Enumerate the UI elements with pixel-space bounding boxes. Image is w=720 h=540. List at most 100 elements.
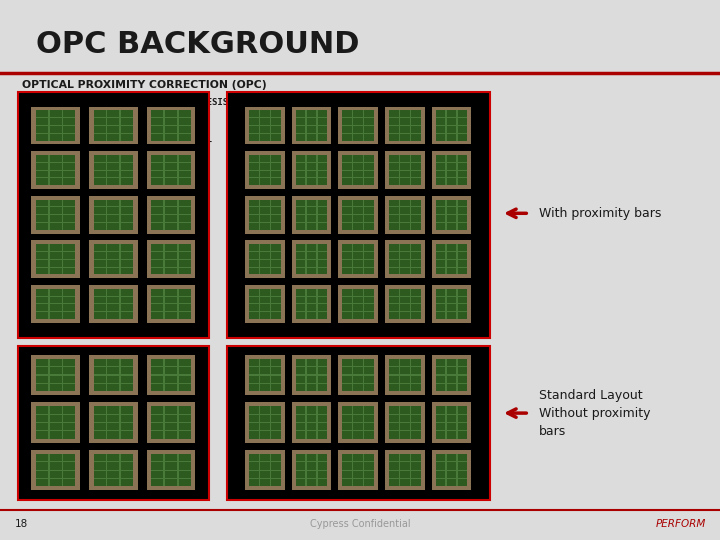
Bar — [271, 423, 281, 430]
Bar — [179, 223, 191, 230]
Bar — [338, 402, 378, 443]
Bar — [307, 312, 316, 319]
Bar — [354, 375, 363, 383]
Bar — [307, 375, 316, 383]
Bar — [271, 268, 281, 274]
Bar — [364, 375, 374, 383]
Bar — [354, 155, 363, 161]
Bar — [94, 118, 106, 125]
Bar — [50, 223, 62, 230]
Bar — [389, 367, 399, 374]
Bar — [389, 207, 399, 214]
Bar — [179, 260, 191, 267]
Text: OPTICAL PROXIMITY CORRECTION (OPC): OPTICAL PROXIMITY CORRECTION (OPC) — [22, 80, 266, 90]
Bar — [411, 305, 420, 311]
Bar — [63, 462, 76, 470]
Bar — [94, 454, 106, 461]
Bar — [271, 471, 281, 478]
Bar — [343, 359, 352, 366]
Bar — [364, 305, 374, 311]
Bar — [36, 163, 48, 170]
Bar — [364, 171, 374, 177]
Bar — [436, 199, 467, 230]
Bar — [246, 355, 284, 395]
Bar — [318, 134, 328, 140]
Bar — [121, 207, 133, 214]
Bar — [296, 118, 305, 125]
Bar — [296, 171, 305, 177]
Bar — [343, 199, 374, 230]
Bar — [179, 431, 191, 438]
Bar — [389, 296, 399, 303]
Bar — [389, 155, 399, 161]
Bar — [411, 215, 420, 222]
Bar — [151, 244, 163, 251]
Bar — [411, 155, 420, 161]
Bar — [165, 260, 177, 267]
Bar — [165, 423, 177, 430]
Bar — [151, 454, 163, 461]
Bar — [107, 126, 120, 133]
Bar — [389, 407, 399, 414]
Bar — [36, 415, 48, 422]
Bar — [296, 223, 305, 230]
Bar — [318, 268, 328, 274]
Bar — [400, 178, 410, 185]
Bar — [458, 110, 467, 117]
Bar — [343, 305, 352, 311]
Bar — [260, 110, 270, 117]
Bar — [446, 305, 456, 311]
Bar — [63, 289, 76, 295]
Bar — [389, 289, 399, 295]
Bar — [260, 215, 270, 222]
Bar — [354, 223, 363, 230]
Bar — [318, 462, 328, 470]
Bar — [296, 454, 305, 461]
Bar — [249, 171, 258, 177]
Bar — [411, 178, 420, 185]
Bar — [107, 215, 120, 222]
Bar — [94, 375, 106, 383]
Bar — [249, 289, 258, 295]
Bar — [271, 207, 281, 214]
Bar — [318, 118, 328, 125]
Bar — [338, 450, 378, 490]
Bar — [63, 431, 76, 438]
Bar — [432, 402, 471, 443]
Bar — [354, 462, 363, 470]
Bar — [271, 384, 281, 391]
Bar — [179, 215, 191, 222]
Bar — [354, 244, 363, 251]
Bar — [354, 471, 363, 478]
Bar — [385, 450, 425, 490]
Bar — [354, 215, 363, 222]
Bar — [165, 252, 177, 259]
Bar — [94, 252, 106, 259]
Bar — [389, 118, 399, 125]
Bar — [151, 252, 163, 259]
Bar — [411, 118, 420, 125]
Bar — [364, 199, 374, 206]
Bar — [436, 207, 445, 214]
Bar — [246, 402, 284, 443]
Bar — [147, 106, 195, 144]
Bar — [458, 252, 467, 259]
Bar — [411, 375, 420, 383]
Bar — [307, 223, 316, 230]
Bar — [36, 289, 48, 295]
Text: OPC BACKGROUND: OPC BACKGROUND — [36, 30, 359, 59]
Bar — [260, 260, 270, 267]
Bar — [307, 207, 316, 214]
Bar — [296, 244, 328, 274]
Bar — [249, 199, 258, 206]
Bar — [121, 305, 133, 311]
Bar — [121, 223, 133, 230]
Bar — [436, 375, 445, 383]
Bar — [389, 155, 420, 185]
Bar — [94, 155, 106, 161]
Bar — [107, 375, 120, 383]
Bar — [354, 305, 363, 311]
Bar — [411, 207, 420, 214]
Bar — [32, 151, 80, 189]
Bar — [292, 355, 331, 395]
